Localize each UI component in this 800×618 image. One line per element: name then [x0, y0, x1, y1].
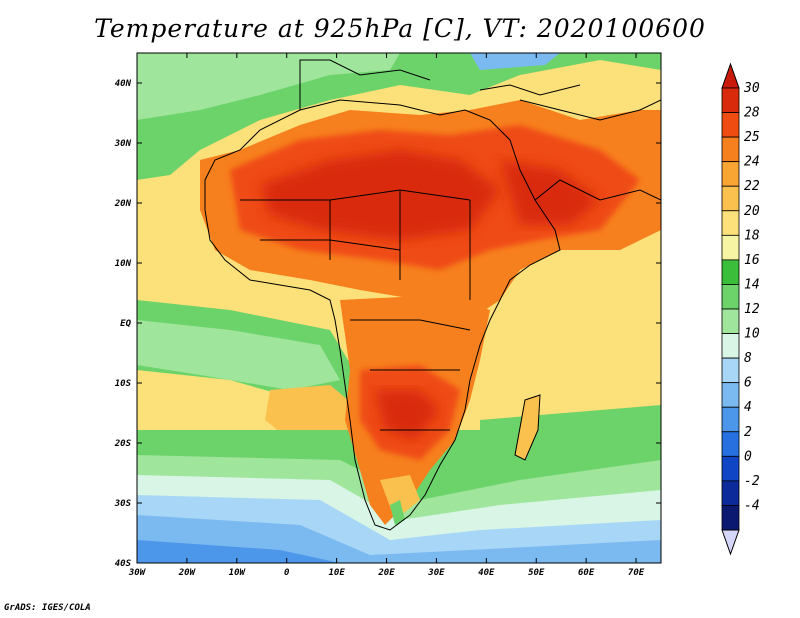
colorbar-label: 4: [744, 400, 752, 415]
lat-tick-label: 40N: [115, 79, 132, 89]
colorbar-swatch: [721, 505, 740, 531]
colorbar-swatch: [721, 333, 740, 359]
lat-tick-label: 30S: [114, 499, 132, 509]
colorbar-swatch: [721, 185, 740, 212]
colorbar-label: 20: [744, 204, 760, 219]
colorbar-label: 25: [744, 130, 760, 145]
lon-tick-label: 60E: [578, 568, 595, 578]
lon-tick-label: 20W: [178, 568, 197, 578]
colorbar-label: 10: [744, 327, 760, 342]
colorbar-label: 6: [744, 376, 752, 391]
colorbar-label: 16: [744, 253, 760, 268]
lat-tick-label: 40S: [115, 559, 132, 569]
lat-tick-label: 10S: [115, 379, 132, 389]
colorbar-label: 0: [744, 449, 752, 464]
colorbar-swatch: [721, 406, 740, 433]
colorbar-swatch: [721, 210, 740, 236]
lon-tick-label: 30E: [427, 568, 445, 578]
colorbar-label: 14: [744, 277, 760, 292]
colorbar-label: 2: [744, 425, 752, 440]
colorbar-swatch: [721, 87, 740, 113]
colorbar-label: -4: [744, 498, 760, 513]
colorbar-swatch: [721, 284, 740, 310]
map-title: Temperature at 925hPa [C], VT: 202010060…: [94, 14, 706, 43]
colorbar-top-triangle: [721, 62, 740, 89]
lon-tick-label: 40E: [478, 568, 495, 578]
colorbar-swatch: [721, 455, 740, 482]
credit-label: GrADS: IGES/COLA: [4, 603, 91, 613]
colorbar-bottom-triangle: [721, 529, 740, 556]
colorbar-label: 22: [744, 179, 760, 194]
colorbar-label: -2: [744, 474, 760, 489]
colorbar-swatch: [721, 480, 740, 506]
lat-tick-label: 10N: [115, 259, 132, 269]
lon-tick-label: 10E: [328, 568, 345, 578]
colorbar-label: 12: [744, 302, 760, 317]
colorbar-swatch: [721, 357, 740, 384]
lon-tick-label: 70E: [628, 568, 645, 578]
lon-tick-label: 50E: [528, 568, 545, 578]
lon-tick-label: 10W: [229, 568, 247, 578]
coastlines: [204, 59, 661, 531]
colorbar-swatch: [721, 308, 740, 334]
colorbar-label: 18: [744, 228, 760, 243]
lon-tick-label: 30W: [128, 568, 147, 578]
colorbar-swatch: [721, 431, 740, 457]
latitude-axis: 40N 30N 20N 10N EQ 10S 20S 30S 40S: [114, 79, 661, 569]
colorbar-label: 28: [744, 106, 760, 121]
lon-tick-label: 20E: [377, 568, 395, 578]
temperature-field: [137, 53, 661, 563]
colorbar-label: 8: [744, 351, 752, 366]
colorbar-swatch: [721, 234, 740, 261]
longitude-axis: 30W 20W 10W 0 10E 20E 30E 40E 50E 60E 70E: [128, 53, 645, 578]
colorbar-swatch: [721, 136, 740, 163]
lat-tick-label: 20N: [114, 199, 132, 209]
lat-tick-label: EQ: [120, 319, 131, 329]
colorbar-swatch: [721, 259, 740, 285]
colorbar-swatch: [721, 161, 740, 187]
lat-tick-label: 30N: [114, 139, 132, 149]
colorbar-swatch: [721, 112, 740, 138]
lat-tick-label: 20S: [114, 439, 132, 449]
lon-tick-label: 0: [284, 568, 290, 578]
map-frame: [136, 52, 662, 564]
colorbar-label: 24: [744, 155, 760, 170]
colorbar-label: 30: [743, 81, 760, 96]
colorbar-swatch: [721, 382, 740, 408]
